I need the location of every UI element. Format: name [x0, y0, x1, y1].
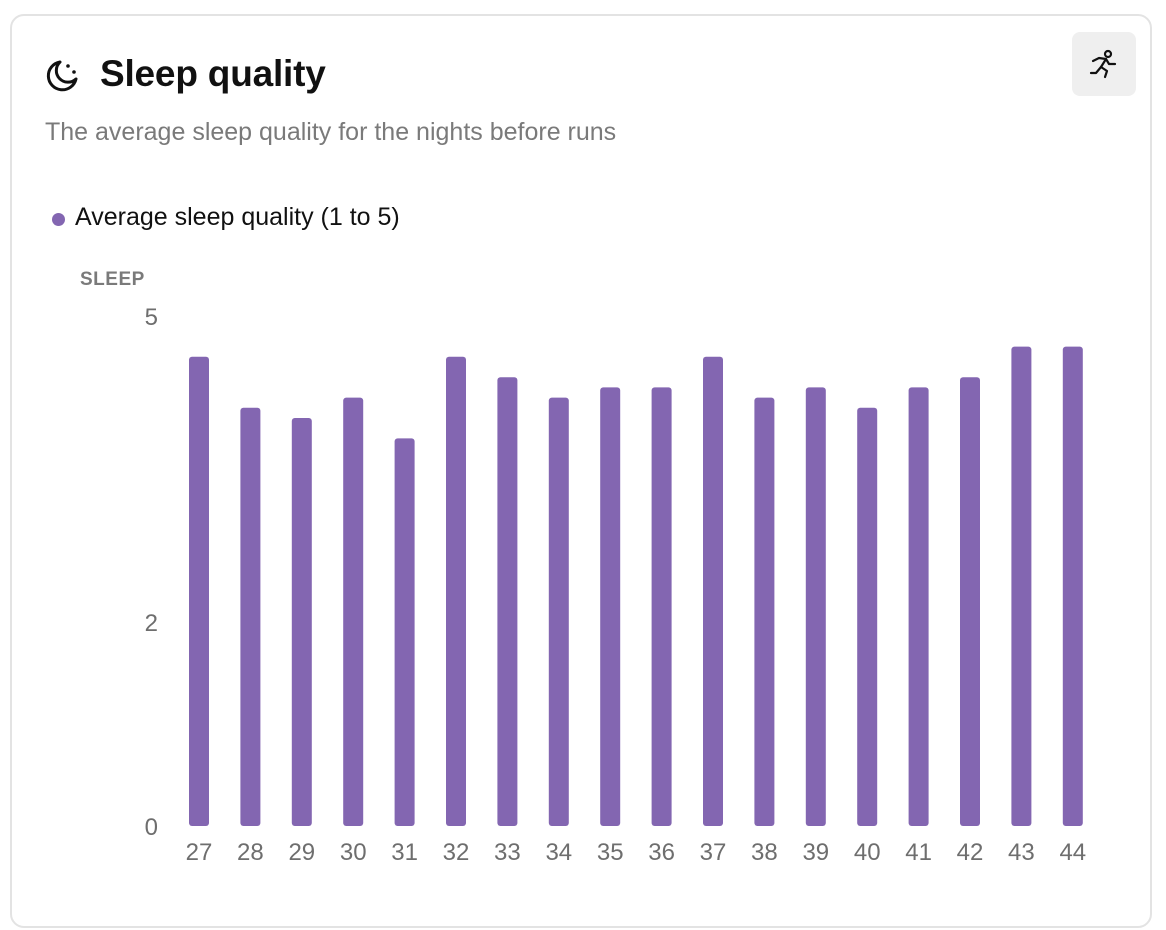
bar-41[interactable] [908, 387, 929, 826]
legend-swatch [52, 213, 65, 226]
bar-33[interactable] [497, 377, 518, 826]
x-tick-label: 34 [545, 839, 572, 866]
x-tick-label: 35 [597, 839, 624, 866]
x-tick-label: 42 [957, 839, 984, 866]
chart-legend: Average sleep quality (1 to 5) [52, 200, 400, 234]
running-person-icon [1089, 49, 1117, 79]
x-tick-label: 31 [391, 839, 418, 866]
x-tick-label: 44 [1059, 839, 1086, 866]
legend-label: Average sleep quality (1 to 5) [75, 202, 400, 231]
x-tick-label: 39 [802, 839, 829, 866]
bar-40[interactable] [857, 407, 878, 826]
x-tick-label: 33 [494, 839, 521, 866]
x-tick-label: 43 [1008, 839, 1035, 866]
y-tick-label: 2 [145, 610, 158, 637]
y-tick-label: 5 [145, 304, 158, 331]
x-tick-label: 28 [237, 839, 264, 866]
bar-42[interactable] [960, 377, 980, 826]
bar-37[interactable] [703, 356, 723, 826]
bar-28[interactable] [240, 407, 261, 826]
bar-27[interactable] [189, 356, 209, 826]
x-tick-label: 27 [186, 839, 213, 866]
y-tick-label: 0 [145, 814, 158, 841]
bar-30[interactable] [343, 397, 364, 826]
bar-32[interactable] [446, 356, 466, 826]
x-tick-label: 30 [340, 839, 367, 866]
x-tick-label: 38 [751, 839, 778, 866]
bar-29[interactable] [291, 418, 312, 826]
x-tick-label: 32 [443, 839, 470, 866]
x-tick-label: 37 [700, 839, 727, 866]
x-tick-label: 29 [288, 839, 315, 866]
bar-44[interactable] [1062, 346, 1083, 826]
bar-39[interactable] [805, 387, 826, 826]
x-tick-label: 36 [648, 839, 675, 866]
bar-34[interactable] [548, 397, 569, 826]
card-title: Sleep quality [100, 53, 326, 94]
bar-38[interactable] [754, 397, 775, 826]
x-tick-label: 40 [854, 839, 881, 866]
activity-button[interactable] [1072, 32, 1136, 96]
bar-43[interactable] [1011, 346, 1032, 826]
y-axis-label: SLEEP [80, 269, 145, 290]
moon-icon [46, 60, 78, 92]
x-tick-label: 41 [905, 839, 932, 866]
bar-31[interactable] [394, 438, 415, 826]
bar-36[interactable] [651, 387, 672, 826]
bar-35[interactable] [600, 387, 621, 826]
card-subtitle: The average sleep quality for the nights… [45, 118, 617, 146]
